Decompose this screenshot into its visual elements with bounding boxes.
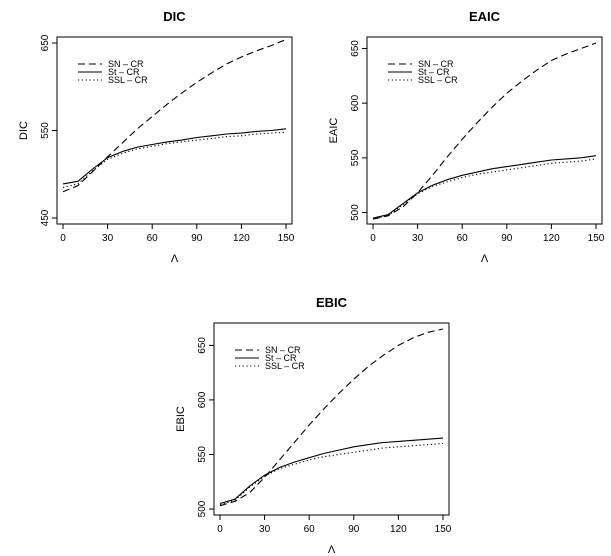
legend-entry-2: SSL – CR: [265, 361, 305, 371]
legend-entry-0: SN – CR: [265, 345, 301, 355]
x-tick-label: 60: [147, 233, 159, 244]
series-line-2: [219, 442, 444, 506]
y-axis-label: EBIC: [175, 406, 187, 432]
x-tick-label: 60: [457, 233, 469, 244]
legend-entry-1: St – CR: [418, 67, 450, 77]
series-line-0: [219, 328, 444, 507]
y-tick-label: 600: [350, 94, 361, 111]
x-axis-label: Λ: [481, 253, 489, 265]
series-line-0: [372, 42, 597, 220]
x-tick-label: 0: [60, 233, 66, 244]
legend-entry-2: SSL – CR: [418, 75, 458, 85]
y-tick-label: 650: [197, 337, 208, 354]
plot-frame: [56, 36, 293, 225]
y-tick-label: 650: [40, 34, 51, 51]
y-tick-label: 600: [197, 391, 208, 408]
x-tick-label: 60: [304, 524, 316, 535]
x-tick-label: 30: [412, 233, 424, 244]
y-tick-label: 500: [197, 500, 208, 517]
series-line-1: [372, 155, 597, 219]
legend-entry-1: St – CR: [265, 353, 297, 363]
x-tick-label: 90: [501, 233, 513, 244]
y-tick-label: 450: [40, 209, 51, 226]
x-tick-label: 90: [348, 524, 360, 535]
series-line-1: [219, 437, 444, 505]
series-line-0: [62, 38, 287, 193]
chart-title: EAIC: [469, 9, 501, 24]
x-tick-label: 120: [543, 233, 560, 244]
y-tick-label: 650: [350, 40, 361, 57]
y-axis-label: DIC: [18, 121, 30, 140]
y-axis-label: EAIC: [328, 118, 340, 144]
chart-panel-1: EAIC 0 30 60 90 120 150 500 550 600 650 Λ EAIC SN – C…: [328, 9, 605, 265]
x-tick-label: 30: [102, 233, 114, 244]
x-tick-label: 120: [233, 233, 250, 244]
legend-entry-2: SSL – CR: [108, 75, 148, 85]
x-tick-label: 0: [370, 233, 376, 244]
y-tick-label: 550: [40, 122, 51, 139]
plot-frame: [366, 36, 603, 225]
y-tick-label: 500: [350, 204, 361, 221]
chart-panel-2: EBIC 0 30 60 90 120 150 500 550 600 650 Λ EBIC SN – C…: [175, 295, 452, 556]
x-tick-label: 30: [259, 524, 271, 535]
x-axis-label: Λ: [171, 253, 179, 265]
series-line-2: [62, 131, 287, 188]
legend-entry-0: SN – CR: [418, 59, 454, 69]
x-tick-label: 90: [191, 233, 203, 244]
legend-entry-0: SN – CR: [108, 59, 144, 69]
x-tick-label: 0: [217, 524, 223, 535]
x-tick-label: 150: [435, 524, 452, 535]
series-line-1: [62, 128, 287, 185]
plot-frame: [213, 322, 450, 516]
x-tick-label: 150: [588, 233, 605, 244]
x-axis-label: Λ: [328, 544, 336, 556]
legend-entry-1: St – CR: [108, 67, 140, 77]
x-tick-label: 120: [390, 524, 407, 535]
series-line-2: [372, 158, 597, 220]
chart-title: DIC: [163, 9, 186, 24]
y-tick-label: 550: [350, 149, 361, 166]
chart-title: EBIC: [316, 295, 348, 310]
y-tick-label: 550: [197, 446, 208, 463]
x-tick-label: 150: [278, 233, 295, 244]
